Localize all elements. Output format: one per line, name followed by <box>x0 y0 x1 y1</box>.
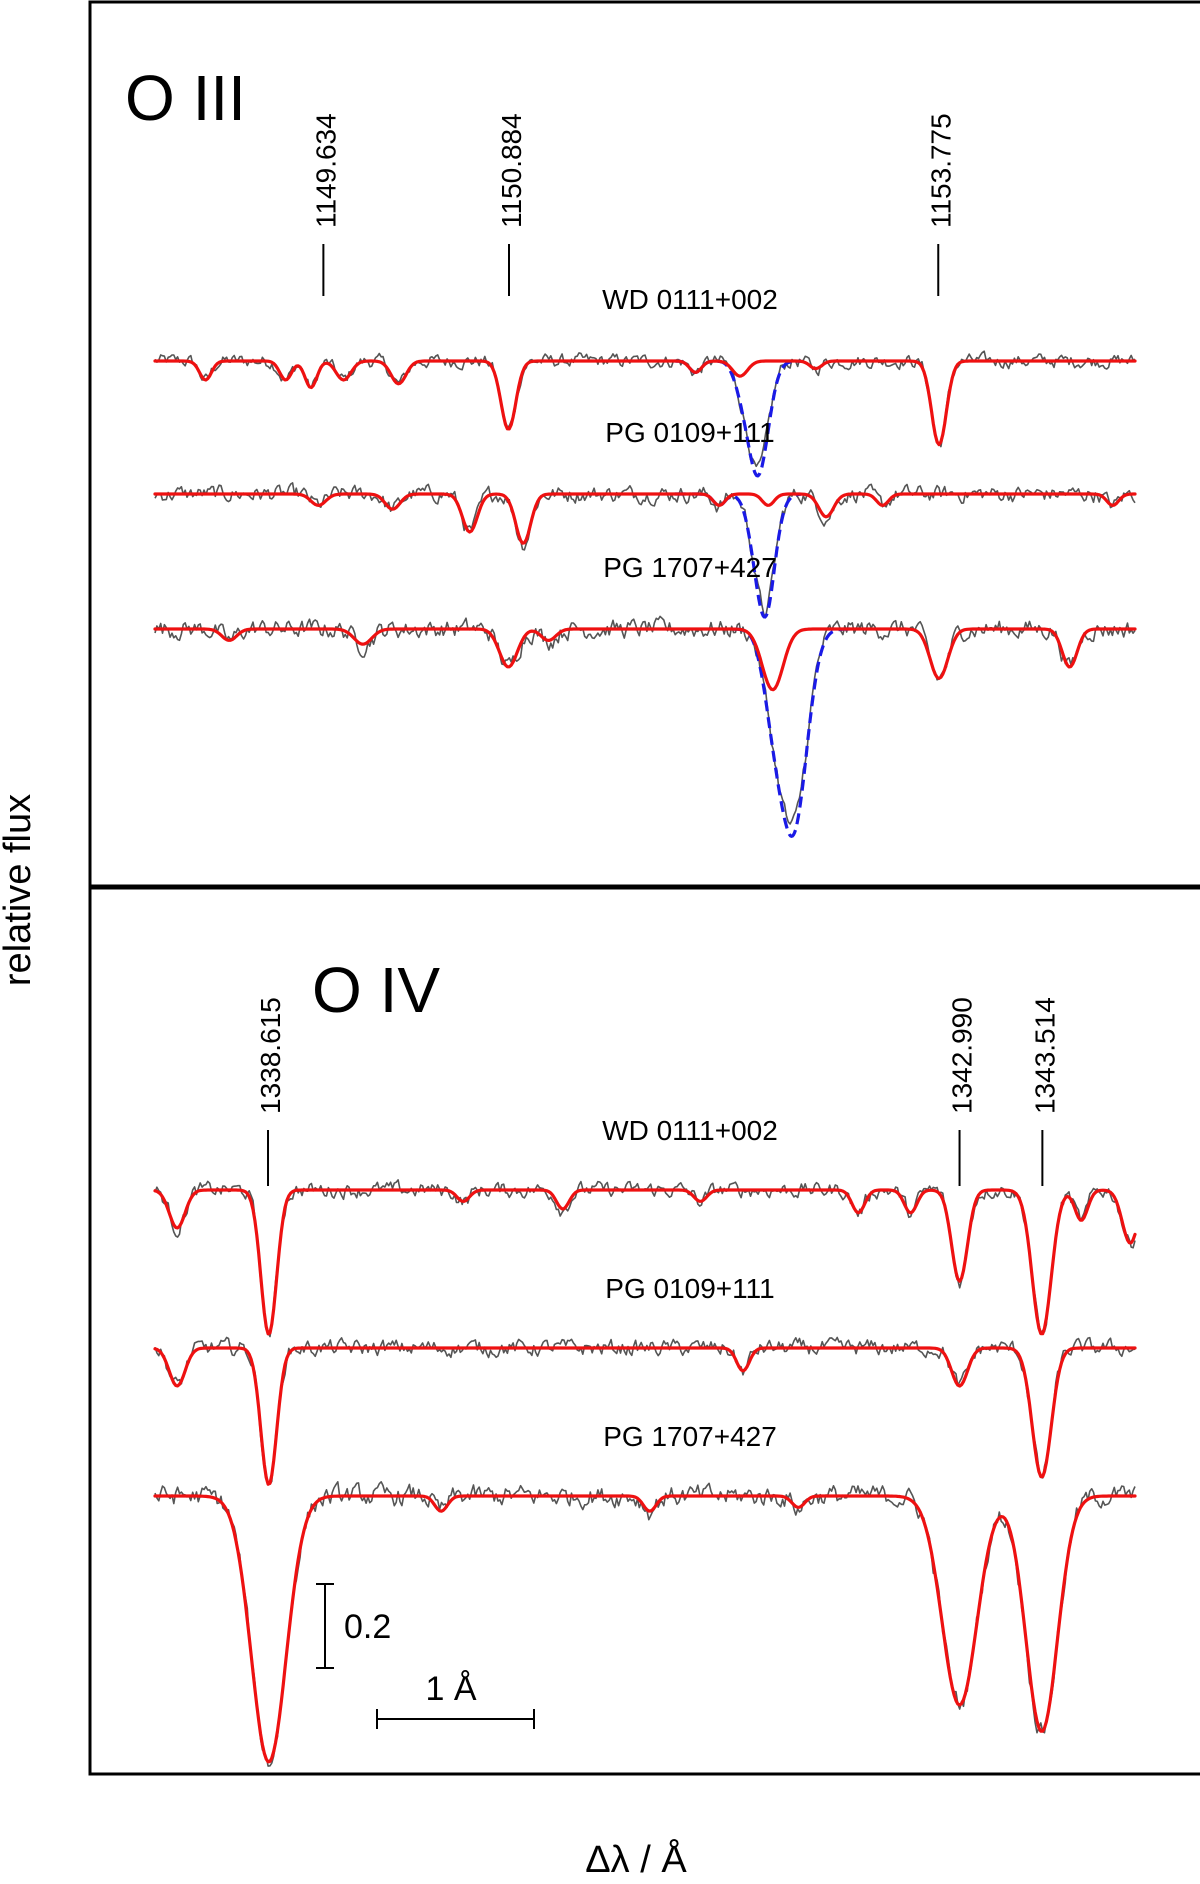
model-spectrum <box>153 627 1137 692</box>
observed-spectrum <box>154 615 1136 825</box>
model-spectrum <box>153 1188 1137 1336</box>
panel-2: O IV 1338.615 1342.990 1343.514 WD 0111+002 P… <box>88 886 1200 1776</box>
series-2: PG 0109+111 <box>153 417 1137 619</box>
observed-spectrum <box>154 482 1136 619</box>
observed-spectrum <box>154 1179 1136 1338</box>
series-label: PG 0109+111 <box>605 417 774 448</box>
y-axis-label: relative flux <box>0 794 39 986</box>
series-label: PG 1707+427 <box>603 552 777 583</box>
series-label: WD 0111+002 <box>602 1115 778 1146</box>
ion-label: O IV <box>312 954 440 1026</box>
series-2: PG 0109+111 <box>153 1273 1137 1486</box>
x-axis-label: Δλ / Å <box>585 1837 687 1881</box>
series-3: PG 1707+427 <box>153 1421 1137 1767</box>
line-marker-label: 1343.514 <box>1029 997 1060 1114</box>
series-label: WD 0111+002 <box>602 284 778 315</box>
line-marker-label: 1342.990 <box>947 997 978 1114</box>
model-spectrum <box>153 1494 1137 1764</box>
panel-1: O III 1149.634 1150.884 1153.775 WD 0111+002… <box>88 0 1200 888</box>
line-marker-label: 1153.775 <box>925 113 956 228</box>
alt-model-spectrum <box>734 627 853 839</box>
model-spectrum <box>153 1346 1137 1486</box>
model-spectrum <box>153 359 1137 447</box>
ion-label: O III <box>125 62 246 134</box>
model-spectrum <box>153 492 1137 545</box>
panel-frame <box>88 0 1200 888</box>
series-label: PG 0109+111 <box>605 1273 774 1304</box>
line-marker-label: 1149.634 <box>310 113 341 228</box>
line-marker-label: 1338.615 <box>255 997 286 1114</box>
series-1: WD 0111+002 <box>153 284 1137 478</box>
panel-frame <box>88 886 1200 1776</box>
series-3: PG 1707+427 <box>153 552 1137 839</box>
series-1: WD 0111+002 <box>153 1115 1137 1338</box>
flux-scale-label: 0.2 <box>344 1608 391 1646</box>
wavelength-scale-label: 1 Å <box>425 1670 476 1708</box>
series-label: PG 1707+427 <box>603 1421 777 1452</box>
scale-bar: 0.2 1 Å <box>316 1583 535 1729</box>
observed-spectrum <box>154 1481 1136 1767</box>
line-marker-label: 1150.884 <box>496 113 527 228</box>
panels-group: O III 1149.634 1150.884 1153.775 WD 0111+002… <box>88 0 1200 1776</box>
observed-spectrum <box>154 1336 1136 1485</box>
